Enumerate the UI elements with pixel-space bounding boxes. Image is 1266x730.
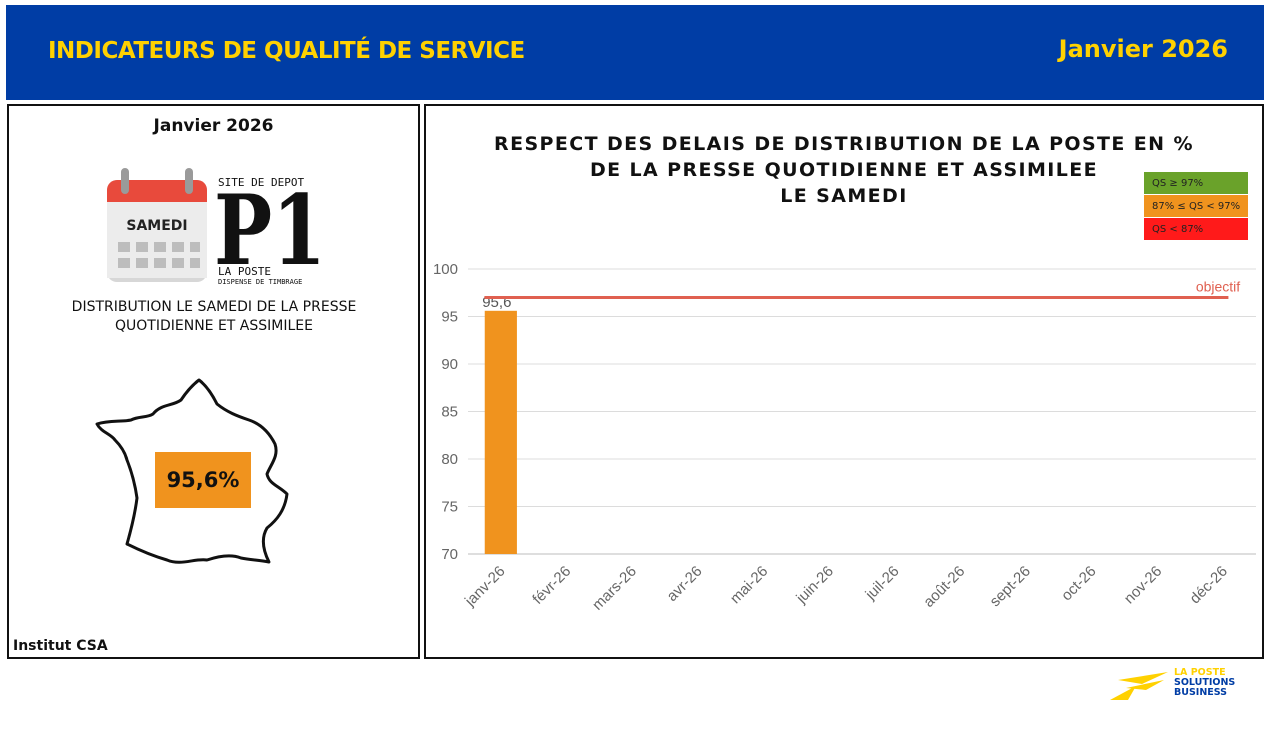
france-map-icon (95, 378, 289, 564)
logo-text: LA POSTE SOLUTIONS BUSINESS (1174, 668, 1235, 698)
x-tick-label: août-26 (920, 563, 968, 611)
x-tick-label: sept-26 (987, 563, 1034, 610)
x-tick-label: nov-26 (1121, 563, 1165, 607)
logo-line3: BUSINESS (1174, 687, 1228, 698)
legend-item-orange: 87% ≤ QS < 97% (1144, 195, 1248, 217)
x-tick-label: mars-26 (589, 563, 640, 614)
page-title: INDICATEURS DE QUALITÉ DE SERVICE (48, 38, 525, 64)
x-tick-label: déc-26 (1187, 563, 1231, 607)
x-tick-label: juil-26 (862, 563, 903, 604)
x-tick-label: mai-26 (727, 563, 771, 607)
y-tick-label: 90 (441, 356, 458, 373)
p1-bottom-text: LA POSTE (218, 265, 271, 278)
la-poste-logo: LA POSTE SOLUTIONS BUSINESS (1106, 666, 1246, 702)
summary-description-line1: DISTRIBUTION LE SAMEDI DE LA PRESSE (71, 299, 357, 315)
y-tick-label: 95 (441, 309, 458, 326)
summary-panel: Janvier 2026 SAMEDI SITE DE DEPOT P1 LA … (7, 104, 420, 659)
bar (484, 310, 517, 554)
percentage-badge: 95,6% (155, 452, 251, 508)
chart-title-line3: LE SAMEDI (780, 185, 908, 207)
legend-item-red: QS < 87% (1144, 218, 1248, 240)
chart-title-line1: RESPECT DES DELAIS DE DISTRIBUTION DE LA… (494, 133, 1194, 155)
quality-legend: QS ≥ 97% 87% ≤ QS < 97% QS < 87% (1144, 172, 1248, 241)
x-tick-label: janv-26 (461, 563, 509, 611)
p1-deposit-stamp: SITE DE DEPOT P1 LA POSTE DISPENSE DE TI… (214, 176, 326, 286)
legend-item-green: QS ≥ 97% (1144, 172, 1248, 194)
y-tick-label: 75 (441, 499, 458, 516)
summary-date: Janvier 2026 (153, 116, 274, 136)
y-tick-label: 80 (441, 451, 458, 468)
logo-line1: LA POSTE (1174, 667, 1226, 678)
objective-label: objectif (1196, 279, 1240, 295)
p1-big-text: P1 (214, 176, 326, 286)
y-tick-label: 85 (441, 404, 458, 421)
y-tick-label: 100 (433, 261, 458, 278)
chart-title-line2: DE LA PRESSE QUOTIDIENNE ET ASSIMILEE (589, 159, 1099, 181)
y-tick-label: 70 (441, 546, 458, 563)
la-poste-bird-icon (1110, 672, 1168, 700)
header-date: Janvier 2026 (1058, 35, 1228, 63)
x-tick-label: févr-26 (529, 563, 574, 608)
calendar-day: SAMEDI (126, 218, 187, 234)
chart-panel: RESPECT DES DELAIS DE DISTRIBUTION DE LA… (424, 104, 1264, 659)
logo-line2: SOLUTIONS (1174, 677, 1236, 688)
calendar-icon: SAMEDI (107, 168, 207, 282)
chart-title: RESPECT DES DELAIS DE DISTRIBUTION DE LA… (426, 131, 1262, 209)
source-label: Institut CSA (13, 638, 108, 654)
summary-description: DISTRIBUTION LE SAMEDI DE LA PRESSE QUOT… (29, 298, 399, 336)
x-tick-label: oct-26 (1058, 563, 1100, 605)
x-tick-label: avr-26 (664, 563, 706, 605)
header-banner: INDICATEURS DE QUALITÉ DE SERVICE Janvie… (6, 5, 1264, 100)
p1-small-text: DISPENSE DE TIMBRAGE (218, 278, 302, 286)
x-tick-label: juin-26 (792, 563, 837, 608)
summary-description-line2: QUOTIDIENNE ET ASSIMILEE (115, 318, 313, 334)
p1-top-text: SITE DE DEPOT (218, 176, 304, 189)
